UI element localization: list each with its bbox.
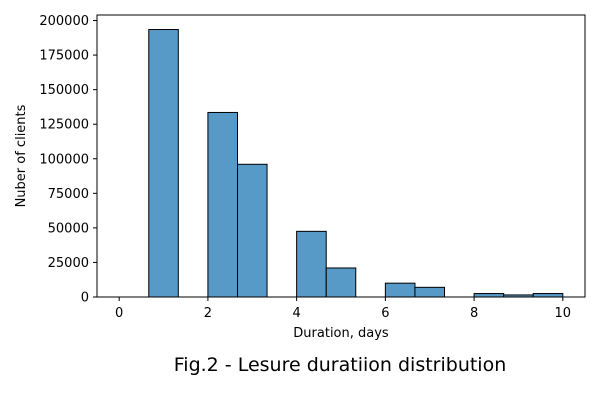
x-tick-label: 4	[292, 306, 300, 321]
plot-frame	[96, 14, 586, 298]
histogram-bar	[473, 293, 505, 298]
histogram-bar	[532, 293, 564, 298]
y-tick-label: 75000	[48, 187, 89, 202]
histogram-bar	[207, 111, 238, 298]
x-tick-label: 0	[115, 306, 123, 321]
y-tick-label: 200000	[39, 14, 89, 29]
x-tick-label: 2	[204, 306, 212, 321]
bars-group	[148, 29, 564, 298]
x-tick-label: 8	[470, 306, 478, 321]
y-tick-label: 50000	[48, 221, 89, 236]
histogram-bar	[325, 267, 357, 298]
y-tick-label: 150000	[39, 83, 89, 98]
x-tick-label: 6	[381, 306, 389, 321]
x-axis-ticks: 0 2 4 6 8 10	[115, 297, 571, 321]
y-tick-label: 125000	[39, 118, 89, 133]
histogram-bar	[384, 282, 416, 298]
y-tick-label: 175000	[39, 49, 89, 64]
x-axis-label: Duration, days	[293, 326, 389, 341]
x-tick-label: 10	[555, 306, 572, 321]
y-tick-label: 25000	[48, 256, 89, 271]
y-axis-label: Nuber of clients	[14, 104, 29, 207]
y-axis-ticks: 0 25000 50000 75000 100000 125000 150000 175000…	[39, 14, 97, 306]
histogram-bar	[414, 286, 446, 298]
histogram-bar	[148, 29, 179, 298]
figure-caption: Fig.2 - Lesure duratiion distribution	[173, 354, 507, 376]
y-tick-label: 0	[81, 291, 89, 306]
y-tick-label: 100000	[39, 152, 89, 167]
histogram-bar	[296, 230, 327, 298]
histogram-bar	[236, 163, 268, 298]
